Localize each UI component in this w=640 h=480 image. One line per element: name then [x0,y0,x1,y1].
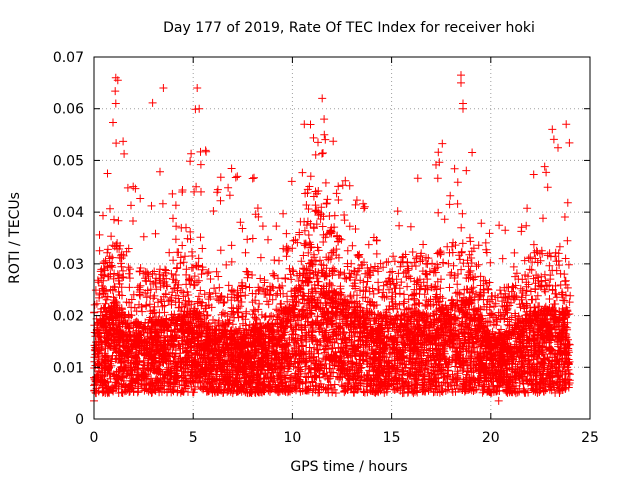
chart-title: Day 177 of 2019, Rate Of TEC Index for r… [163,20,535,36]
y-tick-label: 0.04 [53,205,84,221]
y-tick-label: 0.06 [53,102,84,118]
x-tick-label: 20 [482,430,500,446]
y-axis-label: ROTI / TECUs [7,192,23,284]
x-tick-label: 25 [581,430,599,446]
x-tick-label: 15 [383,430,401,446]
x-tick-label: 10 [283,430,301,446]
axis-ticks: 0 0.01 0.02 0.03 0.04 0.05 0.06 0.07 0 5 10 15 20 25 [53,50,599,446]
data-points [90,71,575,405]
x-tick-label: 5 [189,430,198,446]
y-tick-label: 0.07 [53,50,84,66]
y-tick-label: 0.02 [53,309,84,325]
plot-frame [93,56,591,420]
y-tick-label: 0 [75,412,84,428]
roti-points [90,71,575,405]
y-tick-label: 0.05 [53,153,84,169]
y-tick-label: 0.01 [53,360,84,376]
x-axis-label: GPS time / hours [290,459,407,475]
x-tick-label: 0 [90,430,99,446]
y-tick-label: 0.03 [53,257,84,273]
